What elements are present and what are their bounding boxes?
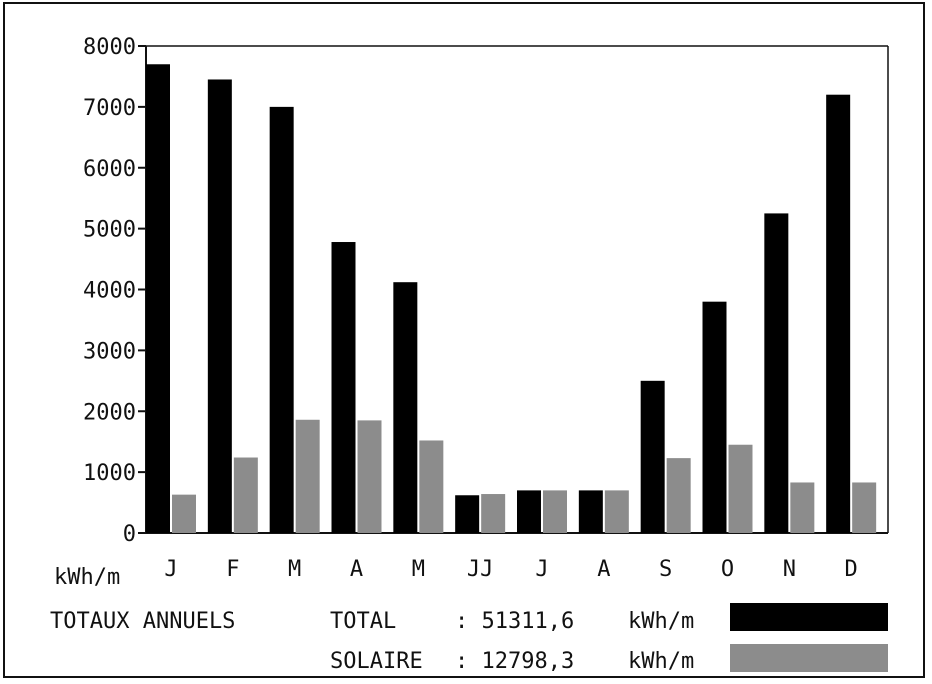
bar-series2-6 [543, 490, 567, 533]
x-tick-label-5: JJ [467, 557, 494, 582]
x-tick-label-9: O [721, 557, 734, 582]
y-tick-label-4000: 4000 [83, 279, 136, 304]
total-label: TOTAL [330, 609, 397, 634]
total-value: : 51311,6 [455, 609, 575, 634]
chart-frame [3, 2, 925, 678]
solar-unit: kWh/m [628, 649, 695, 674]
solar-value: : 12798,3 [455, 649, 575, 674]
y-tick-label-6000: 6000 [83, 157, 136, 182]
bar-series1-8 [640, 380, 665, 533]
bar-series2-0 [172, 494, 196, 533]
bar-series1-4 [393, 282, 418, 533]
bar-series1-9 [702, 301, 727, 533]
bar-series1-10 [764, 213, 789, 533]
y-tick-label-3000: 3000 [83, 339, 136, 364]
bar-series2-4 [419, 440, 444, 533]
bar-series1-3 [331, 242, 356, 533]
y-tick-label-2000: 2000 [83, 400, 136, 425]
y-tick-label-0: 0 [123, 522, 136, 547]
bar-series2-11 [852, 482, 877, 533]
bar-series2-3 [357, 420, 382, 533]
y-axis-unit-label: kWh/m [54, 565, 121, 590]
bar-series2-2 [295, 419, 320, 533]
x-tick-label-4: M [412, 557, 425, 582]
total-unit: kWh/m [628, 609, 695, 634]
annual-totals-heading: TOTAUX ANNUELS [50, 609, 236, 634]
x-tick-label-11: D [845, 557, 858, 582]
x-tick-label-6: J [535, 557, 548, 582]
y-tick-label-1000: 1000 [83, 461, 136, 486]
y-tick-label-7000: 7000 [83, 96, 136, 121]
solar-legend-swatch [730, 644, 888, 672]
bar-series1-2 [269, 106, 294, 533]
bar-series1-7 [578, 490, 603, 533]
x-tick-label-0: J [164, 557, 177, 582]
y-tick-label-5000: 5000 [83, 218, 136, 243]
x-tick-label-2: M [288, 557, 301, 582]
y-tick-label-8000: 8000 [83, 35, 136, 60]
bar-series1-11 [826, 94, 851, 533]
bar-series2-7 [604, 490, 629, 533]
x-tick-label-10: N [783, 557, 796, 582]
x-tick-label-8: S [659, 557, 672, 582]
bar-series1-1 [207, 79, 232, 533]
bar-series2-5 [481, 494, 506, 533]
bar-series2-1 [233, 457, 258, 533]
bar-series2-9 [728, 444, 753, 533]
bar-series2-8 [666, 458, 691, 533]
bar-series1-0 [146, 64, 170, 533]
bar-series1-6 [517, 490, 541, 533]
bar-series1-5 [455, 495, 480, 533]
x-tick-label-3: A [350, 557, 363, 582]
x-tick-label-1: F [226, 557, 239, 582]
total-legend-swatch [730, 603, 888, 631]
solar-label: SOLAIRE [330, 649, 423, 674]
bar-series2-10 [790, 482, 815, 533]
x-tick-label-7: A [597, 557, 610, 582]
